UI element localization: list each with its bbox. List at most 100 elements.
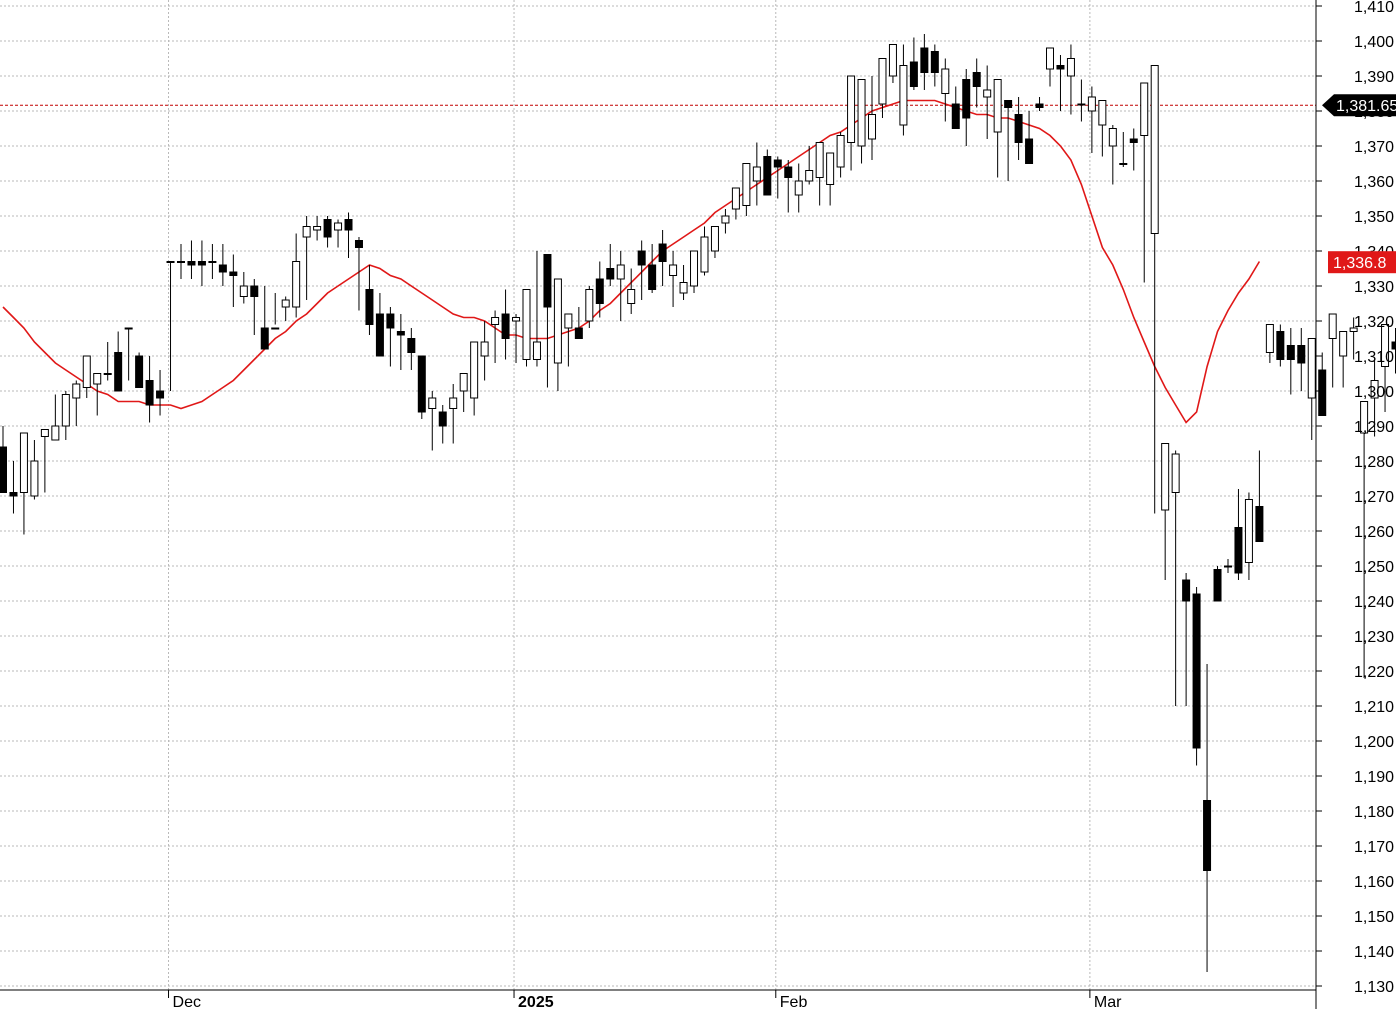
candle [176,244,185,279]
candle [1171,450,1180,706]
y-tick-label: 1,260 [1354,524,1394,541]
y-tick-label: 1,210 [1354,699,1394,716]
candle-body-up [669,264,678,276]
candle-body-up [993,79,1002,133]
candle-body-up [1098,100,1107,126]
candle [752,142,761,206]
candle-body-up [292,261,301,308]
candle-body-up [82,355,91,388]
candle-body-up [553,278,562,364]
candle [1276,324,1285,367]
candle-body-up [805,170,814,182]
candle [784,160,793,213]
candle [1286,328,1295,395]
candle [93,373,102,416]
candle-body-up [334,222,343,231]
candle-body-down [9,492,18,497]
candle-body-up [564,313,573,329]
candle-body-down [951,103,960,129]
candle-body-down [114,352,123,392]
candle-body-up [742,163,751,206]
candle [1129,128,1138,171]
candle-body-up [1161,443,1170,511]
candle [1077,79,1086,122]
candle-body-up [30,460,39,497]
candle [156,370,165,416]
candle-body-up [51,425,60,441]
candle-body-down [0,446,7,493]
candle-body-up [166,261,175,263]
candle [899,44,908,136]
candle-body-down [229,271,238,276]
candle-body-down [344,219,353,231]
candle [365,265,374,335]
candle-body-down [606,268,615,280]
candle [878,58,887,118]
candle-body-up [794,180,803,196]
candle [0,426,7,493]
candle-body-down [260,327,269,350]
candle [627,268,636,314]
price-tags: 1,381.65 1,336.8 [1322,94,1396,274]
candle [260,286,269,350]
candle-body-down [156,390,165,399]
candle-body-down [1129,138,1138,143]
candle [1098,100,1107,157]
candle [166,261,175,391]
candle [710,226,719,258]
candle [763,149,772,196]
candle-body-up [752,166,761,182]
axes [0,0,1317,1009]
candle [606,244,615,286]
candle [1213,566,1222,602]
candle-body-up [815,142,824,178]
candle [438,405,447,444]
candle [250,279,259,335]
candle [197,240,206,286]
candle [1349,317,1358,360]
candle [616,251,625,321]
candle-body-down [1391,341,1396,350]
y-tick-label: 1,160 [1354,874,1394,891]
y-tick-label: 1,270 [1354,489,1394,506]
candle-body-up [700,236,709,273]
candle-body-up [302,226,311,238]
candle [1004,100,1013,181]
candle [920,34,929,90]
candle-body-up [1381,324,1390,367]
candle [585,286,594,328]
candle-body-up [124,327,133,330]
candle [930,44,939,87]
candle [1161,443,1170,580]
candle [742,163,751,216]
candle [145,356,154,423]
candle [124,327,133,381]
candle-body-up [532,341,541,360]
candle [114,331,123,392]
candle-body-up [941,68,950,94]
price-tag: 1,336.8 [1328,251,1396,274]
candle-body-up [868,114,877,140]
candle-body-down [1025,138,1034,164]
candle-body-up [1244,499,1253,563]
candle-body-up [585,289,594,322]
candle [375,293,384,357]
candle-body-down [784,166,793,178]
candle [407,328,416,370]
candle-body-down [972,72,981,87]
candle [951,86,960,129]
candle-body-down [1234,527,1243,574]
candle [323,216,332,248]
y-tick-label: 1,220 [1354,664,1394,681]
candle [857,79,866,164]
candle-body-up [1370,380,1379,399]
candle-body-down [187,261,196,266]
candle [1297,328,1306,391]
candle [805,146,814,185]
y-axis-ticks: 1,130 1,140 1,150 1,160 1,170 1,180 1,190 1,200… [1316,0,1394,996]
candle [1025,111,1034,164]
candle [690,250,699,293]
candle-body-up [1223,565,1232,568]
candle [9,461,18,514]
candle [501,289,510,360]
